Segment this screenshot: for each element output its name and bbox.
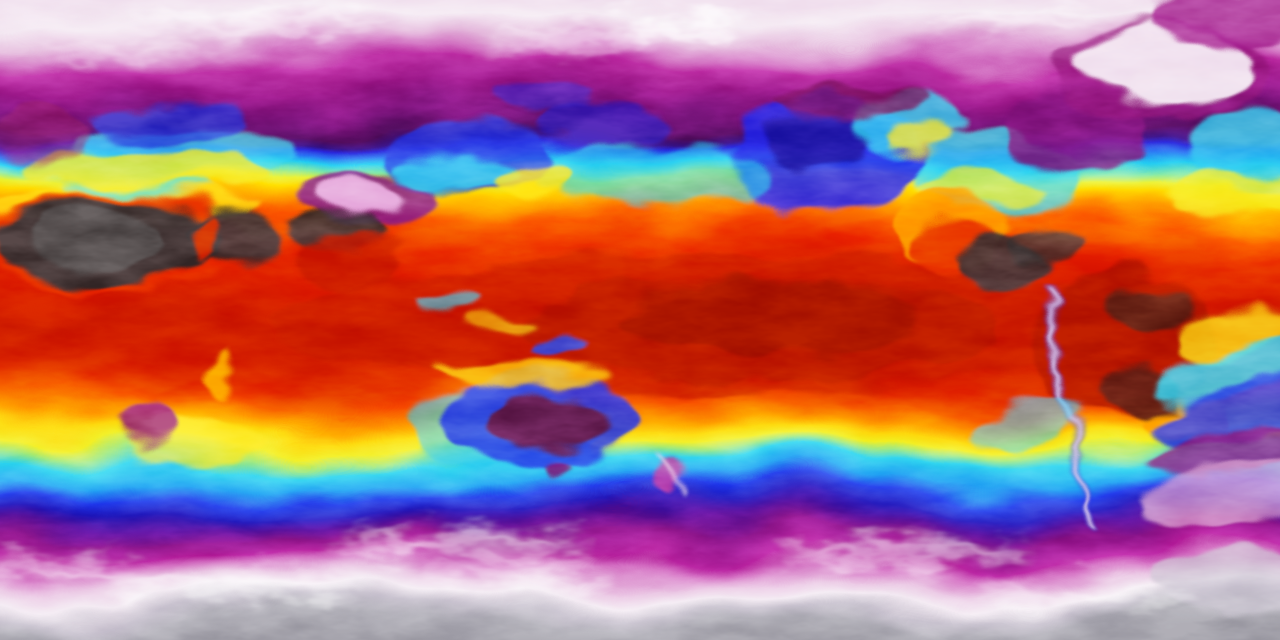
temperature-field-canvas [0, 0, 1280, 640]
flow-texture-overlay [0, 0, 1280, 640]
global-temperature-map [0, 0, 1280, 640]
